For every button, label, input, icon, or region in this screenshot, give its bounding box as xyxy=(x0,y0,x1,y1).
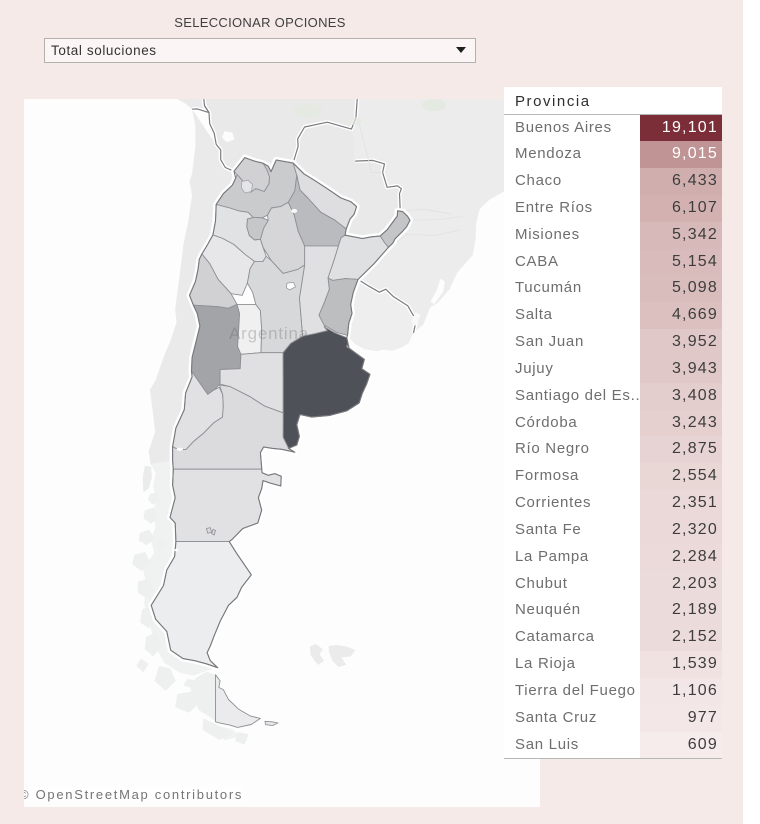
svg-text:Argentina: Argentina xyxy=(229,324,309,343)
